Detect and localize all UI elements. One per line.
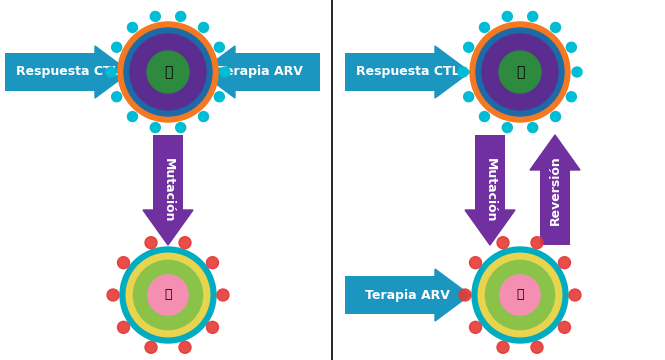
Circle shape [150, 12, 160, 22]
Circle shape [130, 34, 206, 110]
Bar [345, 276, 435, 314]
Text: 🔓: 🔓 [164, 65, 172, 79]
Circle shape [207, 321, 219, 333]
Circle shape [199, 112, 209, 122]
Circle shape [124, 28, 212, 116]
Text: Respuesta CTL: Respuesta CTL [16, 66, 119, 78]
Circle shape [497, 341, 509, 353]
Bar [345, 53, 435, 91]
Bar [153, 135, 183, 210]
Circle shape [176, 122, 186, 132]
Circle shape [207, 257, 219, 269]
Circle shape [497, 237, 509, 249]
Bar [235, 53, 320, 91]
Circle shape [145, 237, 157, 249]
Polygon shape [143, 210, 193, 245]
Circle shape [470, 22, 570, 122]
Bar [5, 53, 95, 91]
Circle shape [559, 257, 571, 269]
Circle shape [572, 67, 582, 77]
Circle shape [176, 12, 186, 22]
Circle shape [120, 247, 216, 343]
Text: 🔒: 🔒 [164, 288, 172, 302]
Circle shape [531, 341, 543, 353]
Text: 🔒: 🔒 [516, 288, 524, 302]
Polygon shape [435, 269, 470, 321]
Circle shape [500, 275, 540, 315]
Polygon shape [465, 210, 515, 245]
Polygon shape [200, 46, 235, 98]
Circle shape [551, 112, 561, 122]
Text: Mutación: Mutación [162, 158, 174, 222]
Circle shape [147, 51, 189, 93]
Circle shape [469, 321, 481, 333]
Circle shape [569, 289, 581, 301]
Circle shape [469, 257, 481, 269]
Circle shape [118, 257, 130, 269]
Circle shape [220, 67, 230, 77]
Circle shape [502, 12, 512, 22]
Circle shape [479, 22, 489, 32]
Circle shape [531, 237, 543, 249]
Text: 🔓: 🔓 [516, 65, 524, 79]
Circle shape [112, 92, 122, 102]
Circle shape [217, 289, 229, 301]
Circle shape [118, 22, 218, 122]
Circle shape [150, 122, 160, 132]
Polygon shape [435, 46, 470, 98]
Circle shape [106, 67, 116, 77]
Circle shape [145, 341, 157, 353]
Circle shape [567, 42, 577, 52]
Text: Terapia ARV: Terapia ARV [365, 288, 450, 302]
Circle shape [134, 260, 203, 329]
Circle shape [126, 253, 209, 337]
Circle shape [179, 237, 191, 249]
Circle shape [148, 275, 188, 315]
Text: Reversión: Reversión [549, 155, 561, 225]
Circle shape [458, 67, 468, 77]
Polygon shape [95, 46, 130, 98]
Circle shape [479, 112, 489, 122]
Circle shape [482, 34, 558, 110]
Circle shape [112, 42, 122, 52]
Circle shape [551, 22, 561, 32]
Circle shape [499, 51, 541, 93]
Text: Respuesta CTL: Respuesta CTL [356, 66, 460, 78]
Circle shape [476, 28, 564, 116]
Circle shape [214, 92, 224, 102]
Bar [475, 135, 505, 210]
Polygon shape [530, 135, 580, 170]
Circle shape [472, 247, 568, 343]
Circle shape [559, 321, 571, 333]
Circle shape [485, 260, 555, 329]
Circle shape [567, 92, 577, 102]
Circle shape [107, 289, 119, 301]
Text: Mutación: Mutación [483, 158, 497, 222]
Circle shape [502, 122, 512, 132]
Circle shape [459, 289, 471, 301]
Circle shape [179, 341, 191, 353]
Circle shape [478, 253, 562, 337]
Circle shape [118, 321, 130, 333]
Circle shape [199, 22, 209, 32]
Text: Terapia ARV: Terapia ARV [217, 66, 303, 78]
Circle shape [528, 12, 538, 22]
Circle shape [528, 122, 538, 132]
Circle shape [214, 42, 224, 52]
Circle shape [128, 22, 138, 32]
Circle shape [464, 92, 473, 102]
Bar [540, 170, 570, 245]
Circle shape [128, 112, 138, 122]
Circle shape [464, 42, 473, 52]
